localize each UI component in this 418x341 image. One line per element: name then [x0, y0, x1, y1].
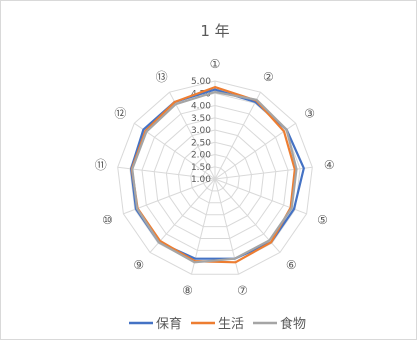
grid-spoke-6	[214, 178, 281, 253]
category-labels: ① ② ③ ④ ⑤ ⑥ ⑦ ⑧ ⑨ ⑩ ⑪ ⑫ ⑬	[95, 57, 335, 298]
category-label: ③	[304, 107, 315, 121]
grid-spoke-2	[214, 91, 261, 180]
grid-spoke-13	[169, 91, 216, 180]
category-label: ①	[210, 57, 221, 71]
chart-title: 1 年	[200, 22, 229, 40]
category-label: ⑫	[114, 107, 126, 121]
grid-ring-2	[190, 153, 240, 204]
legend-label: 生活	[218, 317, 244, 332]
tick-label: 3.50	[191, 114, 211, 124]
category-label: ⑦	[237, 284, 248, 298]
grid-spoke-10	[123, 178, 216, 215]
grid-ring-8	[117, 80, 313, 275]
legend-label: 保育	[156, 316, 182, 332]
tick-label: 4.00	[191, 102, 211, 112]
legend-label: 食物	[280, 316, 306, 332]
series-lines	[130, 85, 305, 264]
series-line-3	[131, 90, 298, 264]
grid-ring-5	[153, 117, 277, 239]
radar-grid	[117, 80, 313, 275]
grid-ring-1	[202, 166, 228, 192]
category-label: ⑤	[317, 213, 328, 227]
series-line-1	[130, 88, 305, 260]
grid-spoke-11	[117, 166, 216, 180]
tick-label: 5.00	[191, 77, 211, 87]
category-label: ⑨	[133, 258, 144, 272]
tick-label: 1.50	[191, 163, 211, 173]
tick-label: 2.50	[191, 138, 211, 148]
category-label: ②	[263, 70, 274, 84]
category-label: ④	[324, 158, 335, 172]
legend-item: 保育	[129, 316, 182, 332]
grid-ring-4	[165, 129, 265, 228]
tick-label: 3.00	[191, 126, 211, 136]
grid-ring-3	[177, 141, 253, 216]
category-label: ⑩	[102, 213, 113, 227]
legend-item: 生活	[191, 317, 244, 332]
grid-spoke-3	[214, 122, 296, 180]
category-label: ⑪	[95, 158, 107, 172]
category-label: ⑥	[286, 258, 297, 272]
category-label: ⑬	[156, 70, 168, 84]
legend-item: 食物	[253, 316, 306, 332]
grid-ring-6	[141, 104, 289, 251]
category-label: ⑧	[182, 284, 193, 298]
tick-label: 1.00	[191, 175, 211, 185]
tick-label: 2.00	[191, 151, 211, 161]
legend: 保育 生活 食物	[129, 316, 306, 332]
grid-spoke-12	[134, 122, 216, 180]
